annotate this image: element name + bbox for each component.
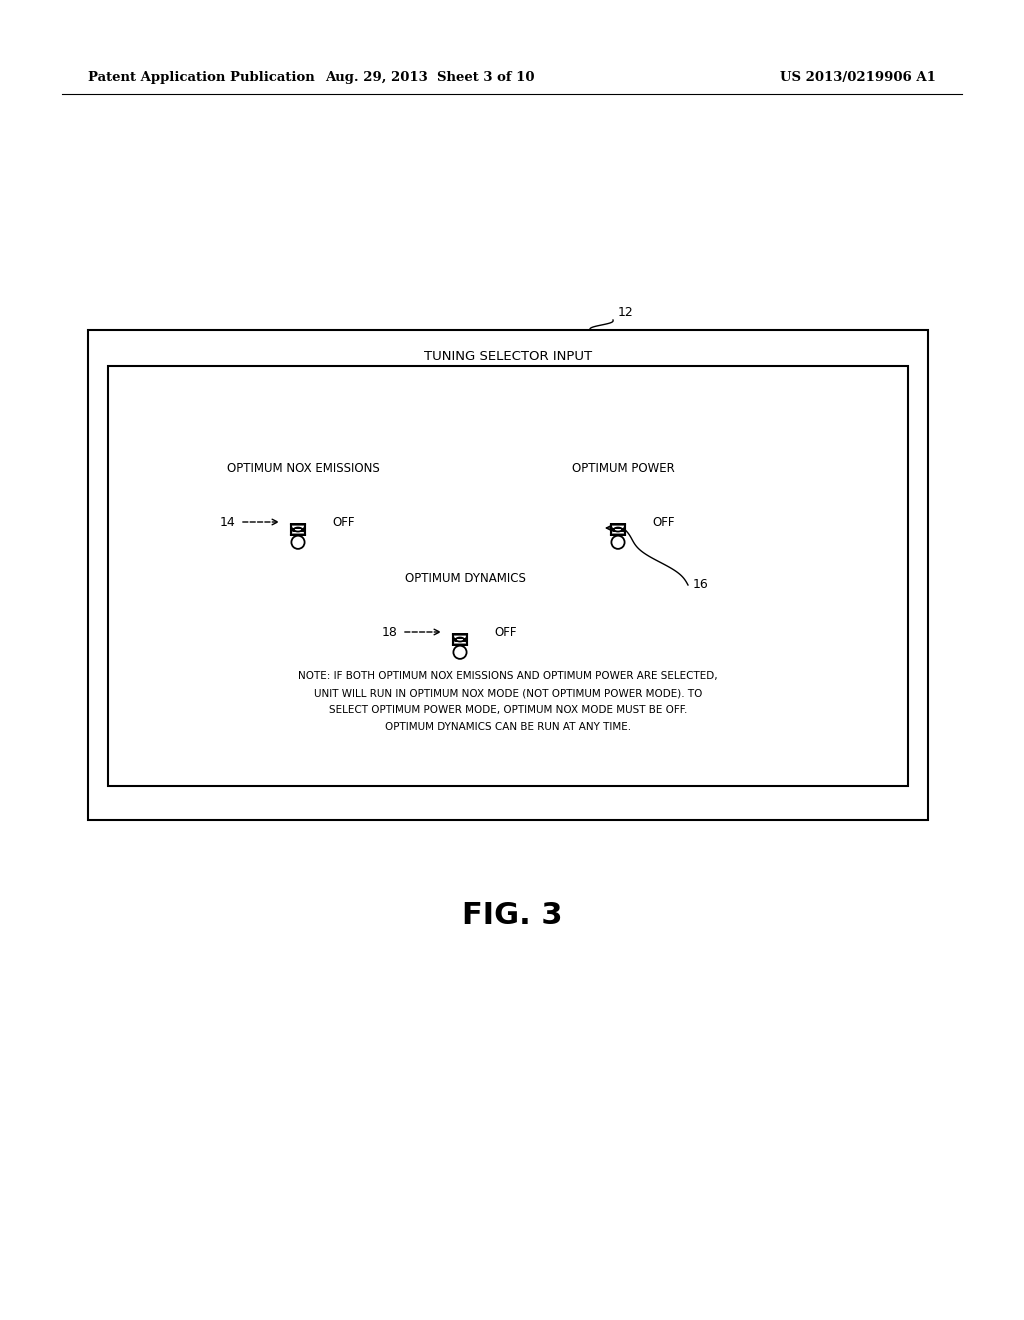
Text: 18: 18	[382, 626, 398, 639]
Text: OPTIMUM DYNAMICS CAN BE RUN AT ANY TIME.: OPTIMUM DYNAMICS CAN BE RUN AT ANY TIME.	[385, 722, 631, 733]
Text: SELECT OPTIMUM POWER MODE, OPTIMUM NOX MODE MUST BE OFF.: SELECT OPTIMUM POWER MODE, OPTIMUM NOX M…	[329, 705, 687, 715]
Text: 12: 12	[618, 306, 634, 319]
Text: Aug. 29, 2013  Sheet 3 of 10: Aug. 29, 2013 Sheet 3 of 10	[326, 71, 535, 84]
Text: OPTIMUM NOX EMISSIONS: OPTIMUM NOX EMISSIONS	[226, 462, 379, 474]
Text: UNIT WILL RUN IN OPTIMUM NOX MODE (NOT OPTIMUM POWER MODE). TO: UNIT WILL RUN IN OPTIMUM NOX MODE (NOT O…	[313, 688, 702, 698]
Text: OFF: OFF	[494, 626, 516, 639]
Text: US 2013/0219906 A1: US 2013/0219906 A1	[780, 71, 936, 84]
Text: OFF: OFF	[652, 516, 675, 528]
Circle shape	[611, 536, 625, 549]
Polygon shape	[291, 524, 305, 535]
Text: NOTE: IF BOTH OPTIMUM NOX EMISSIONS AND OPTIMUM POWER ARE SELECTED,: NOTE: IF BOTH OPTIMUM NOX EMISSIONS AND …	[298, 671, 718, 681]
Bar	[108, 366, 908, 785]
Text: 14: 14	[220, 516, 236, 528]
Polygon shape	[453, 635, 467, 644]
Circle shape	[454, 645, 467, 659]
Text: FIG. 3: FIG. 3	[462, 900, 562, 929]
Polygon shape	[611, 524, 625, 535]
Bar	[88, 330, 928, 820]
Text: Patent Application Publication: Patent Application Publication	[88, 71, 314, 84]
Text: TUNING SELECTOR INPUT: TUNING SELECTOR INPUT	[424, 350, 592, 363]
Circle shape	[292, 536, 304, 549]
Text: 16: 16	[693, 578, 709, 591]
Text: OPTIMUM POWER: OPTIMUM POWER	[571, 462, 675, 474]
Text: OPTIMUM DYNAMICS: OPTIMUM DYNAMICS	[404, 572, 525, 585]
Text: OFF: OFF	[332, 516, 354, 528]
